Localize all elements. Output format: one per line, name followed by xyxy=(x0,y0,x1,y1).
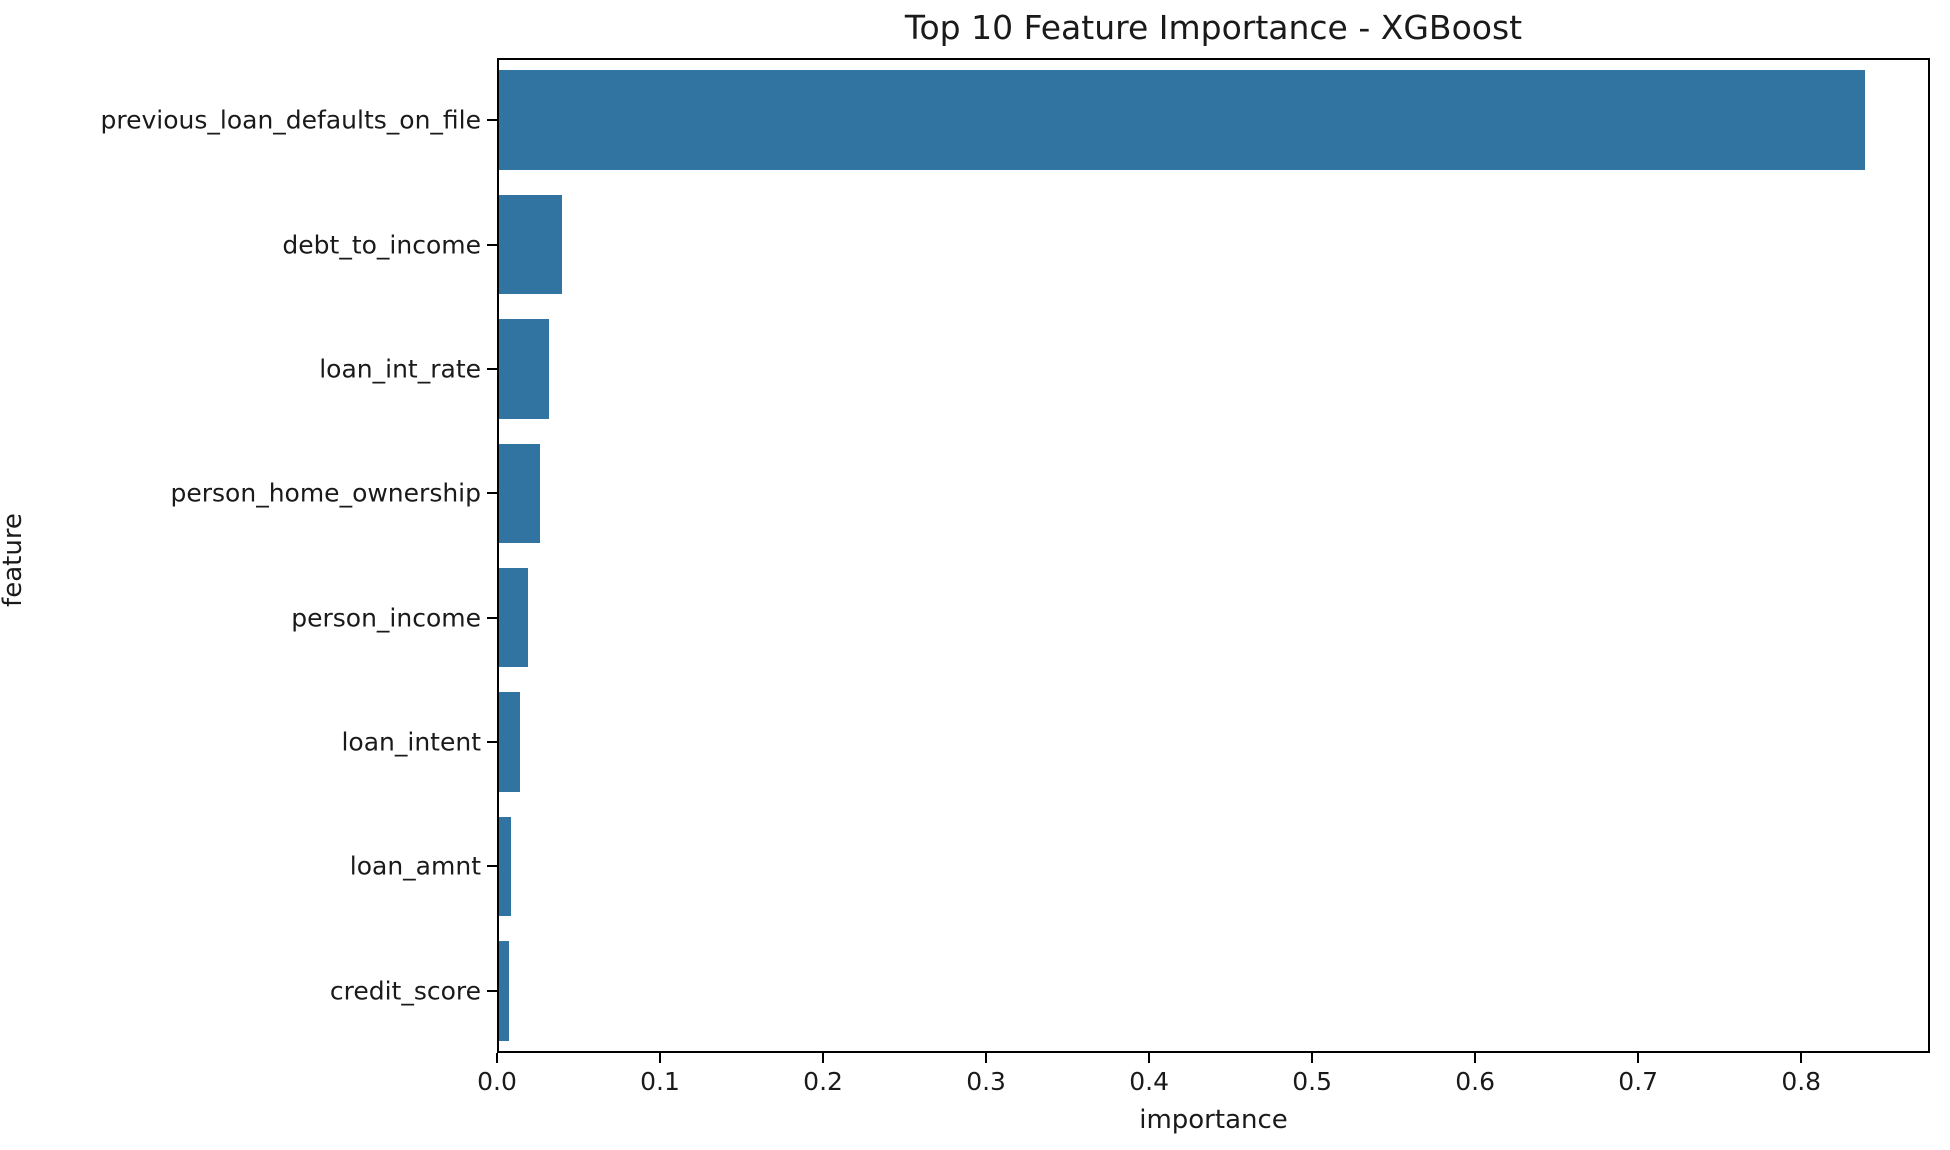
bar-debt_to_income xyxy=(499,194,563,295)
x-tick-label-0.0: 0.0 xyxy=(477,1067,517,1096)
y-tick-mark xyxy=(487,865,497,868)
y-tick-label-loan_int_rate: loan_int_rate xyxy=(319,354,481,384)
y-tick-mark xyxy=(487,367,497,370)
x-tick-mark xyxy=(1800,1053,1803,1063)
y-tick-mark xyxy=(487,741,497,744)
x-tick-label-0.4: 0.4 xyxy=(1129,1067,1169,1096)
x-tick-mark xyxy=(822,1053,825,1063)
y-tick-mark xyxy=(487,989,497,992)
x-tick-label-0.2: 0.2 xyxy=(803,1067,843,1096)
bar-person_income xyxy=(499,567,529,668)
y-tick-label-person_income: person_income xyxy=(291,603,481,633)
x-tick-label-0.5: 0.5 xyxy=(1292,1067,1333,1096)
y-tick-mark xyxy=(487,119,497,122)
x-tick-label-0.7: 0.7 xyxy=(1618,1067,1659,1096)
x-tick-label-0.3: 0.3 xyxy=(966,1067,1006,1096)
plot-area xyxy=(497,58,1930,1053)
x-tick-label-0.1: 0.1 xyxy=(640,1067,680,1096)
bar-credit_score xyxy=(499,941,509,1041)
y-axis-label: feature xyxy=(0,513,28,607)
x-tick-mark xyxy=(1474,1053,1477,1063)
y-tick-mark xyxy=(487,492,497,495)
y-tick-label-loan_intent: loan_intent xyxy=(341,727,481,757)
chart-title: Top 10 Feature Importance - XGBoost xyxy=(904,8,1523,47)
y-tick-label-credit_score: credit_score xyxy=(329,976,481,1006)
y-tick-mark xyxy=(487,616,497,619)
x-tick-label-0.6: 0.6 xyxy=(1455,1067,1496,1096)
bar-previous_loan_defaults_on_file xyxy=(499,70,1865,170)
x-tick-mark xyxy=(1311,1053,1314,1063)
x-axis-label: importance xyxy=(1139,1105,1288,1135)
y-tick-mark xyxy=(487,243,497,246)
bar-loan_amnt xyxy=(499,816,512,917)
y-tick-label-debt_to_income: debt_to_income xyxy=(282,230,481,260)
x-tick-mark xyxy=(985,1053,988,1063)
x-tick-mark xyxy=(659,1053,662,1063)
x-tick-mark xyxy=(1148,1053,1151,1063)
y-tick-label-person_home_ownership: person_home_ownership xyxy=(170,478,482,508)
x-tick-mark xyxy=(496,1053,498,1063)
y-tick-label-previous_loan_defaults_on_file: previous_loan_defaults_on_file xyxy=(100,105,482,135)
x-tick-label-0.8: 0.8 xyxy=(1781,1067,1822,1096)
x-tick-mark xyxy=(1637,1053,1640,1063)
bar-loan_int_rate xyxy=(499,319,550,419)
y-tick-label-loan_amnt: loan_amnt xyxy=(349,851,481,881)
bar-loan_intent xyxy=(499,692,521,792)
bar-person_home_ownership xyxy=(499,443,540,544)
